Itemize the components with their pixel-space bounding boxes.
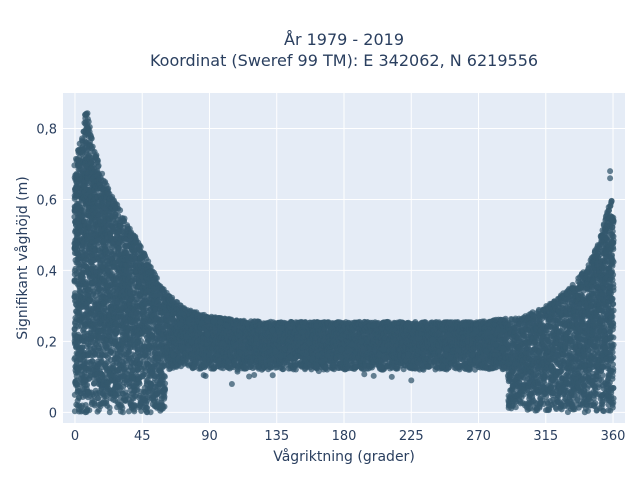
data-point xyxy=(106,409,113,416)
data-point xyxy=(145,258,152,265)
data-point xyxy=(88,135,95,142)
data-point xyxy=(161,373,168,380)
data-point xyxy=(161,403,168,410)
data-point xyxy=(95,395,102,402)
data-point xyxy=(153,275,160,282)
data-point xyxy=(94,156,101,163)
data-point xyxy=(147,409,154,416)
data-point xyxy=(95,162,102,169)
data-point xyxy=(136,380,143,387)
data-points xyxy=(71,110,617,416)
data-point xyxy=(91,380,97,387)
data-point xyxy=(84,116,91,122)
data-point xyxy=(131,408,138,415)
data-point xyxy=(89,143,96,150)
data-point xyxy=(99,170,106,177)
data-point xyxy=(161,385,168,392)
data-point xyxy=(120,409,126,416)
data-point xyxy=(143,400,150,407)
data-point xyxy=(84,110,91,117)
data-point xyxy=(106,404,113,411)
data-point xyxy=(105,185,112,192)
data-point xyxy=(86,124,93,130)
data-point xyxy=(117,207,124,214)
data-point xyxy=(161,395,168,402)
data-point xyxy=(79,344,86,351)
data-point xyxy=(86,407,93,414)
